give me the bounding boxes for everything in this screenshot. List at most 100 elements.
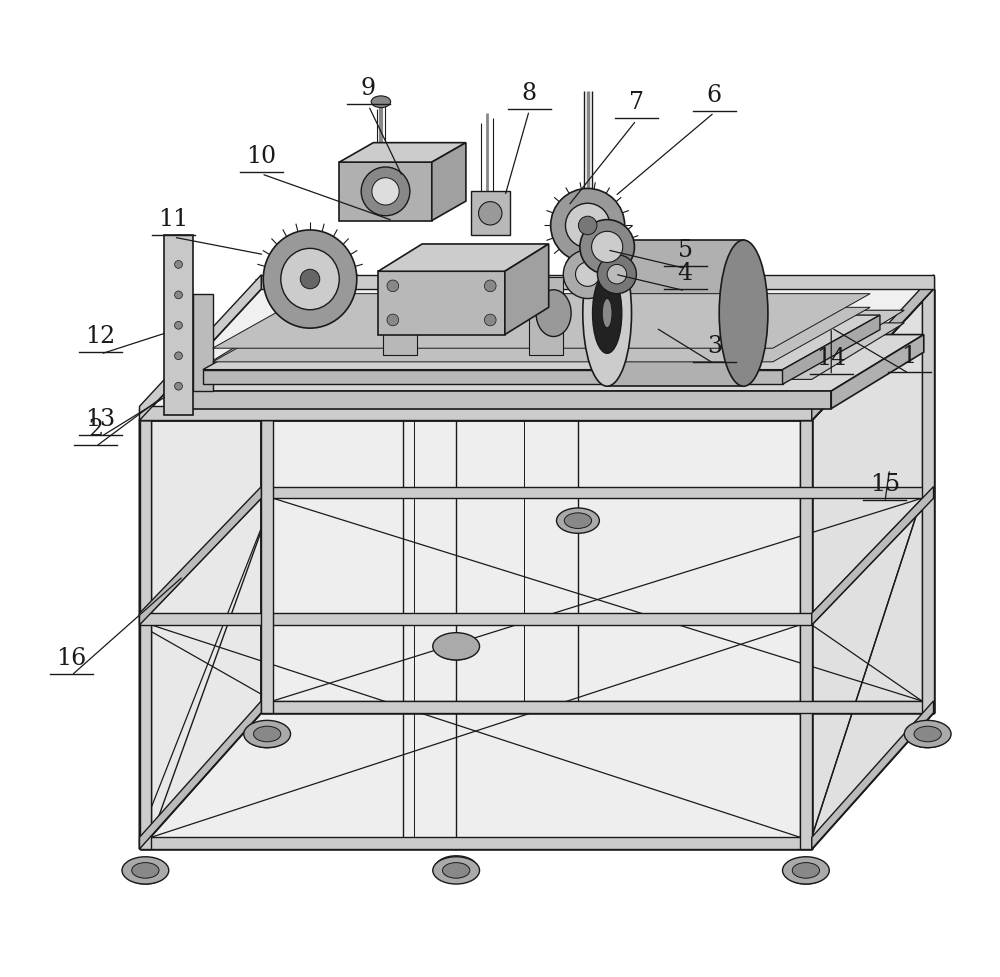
Ellipse shape: [361, 167, 410, 216]
Text: 15: 15: [870, 473, 900, 496]
Polygon shape: [800, 420, 812, 849]
Polygon shape: [213, 308, 870, 361]
Ellipse shape: [719, 240, 768, 386]
Polygon shape: [140, 701, 261, 849]
Polygon shape: [812, 701, 934, 849]
Ellipse shape: [435, 635, 478, 659]
Ellipse shape: [387, 315, 399, 325]
Text: 7: 7: [629, 92, 644, 114]
Polygon shape: [783, 316, 880, 384]
Polygon shape: [203, 311, 904, 366]
Ellipse shape: [254, 726, 281, 742]
Ellipse shape: [784, 859, 827, 884]
Ellipse shape: [122, 857, 169, 884]
Polygon shape: [140, 277, 261, 420]
Ellipse shape: [557, 508, 599, 533]
Ellipse shape: [435, 856, 478, 881]
Ellipse shape: [576, 262, 600, 286]
Polygon shape: [261, 277, 934, 289]
Ellipse shape: [904, 720, 951, 747]
Polygon shape: [261, 487, 934, 498]
Text: 4: 4: [678, 262, 693, 285]
Ellipse shape: [563, 250, 612, 299]
Ellipse shape: [792, 864, 820, 879]
Text: 16: 16: [56, 647, 86, 669]
Polygon shape: [812, 289, 934, 849]
Polygon shape: [183, 334, 924, 391]
Text: 2: 2: [88, 418, 103, 441]
Polygon shape: [140, 289, 934, 420]
Text: 11: 11: [159, 208, 189, 232]
Polygon shape: [193, 294, 213, 391]
Text: 9: 9: [361, 77, 376, 100]
Ellipse shape: [443, 640, 470, 656]
Polygon shape: [378, 272, 505, 334]
Ellipse shape: [371, 96, 391, 107]
Polygon shape: [203, 322, 904, 379]
Polygon shape: [140, 408, 812, 420]
Polygon shape: [831, 334, 924, 408]
Polygon shape: [140, 837, 812, 849]
Text: 1: 1: [902, 345, 917, 367]
Polygon shape: [213, 294, 870, 348]
Polygon shape: [140, 275, 261, 420]
Polygon shape: [140, 289, 934, 420]
Ellipse shape: [175, 291, 182, 299]
Polygon shape: [505, 244, 549, 334]
Ellipse shape: [914, 726, 941, 742]
Ellipse shape: [387, 280, 399, 292]
Text: 3: 3: [707, 335, 722, 358]
Ellipse shape: [783, 857, 829, 884]
Ellipse shape: [300, 270, 320, 289]
Ellipse shape: [592, 232, 623, 263]
Ellipse shape: [479, 201, 502, 225]
Text: 12: 12: [85, 325, 116, 348]
Ellipse shape: [602, 299, 612, 327]
Text: 10: 10: [246, 145, 276, 168]
Ellipse shape: [175, 261, 182, 269]
Text: 8: 8: [522, 82, 537, 105]
Polygon shape: [140, 420, 151, 849]
Ellipse shape: [443, 863, 470, 878]
Ellipse shape: [580, 220, 634, 275]
Ellipse shape: [254, 727, 281, 743]
Ellipse shape: [607, 265, 627, 284]
Ellipse shape: [792, 863, 820, 878]
Polygon shape: [140, 406, 812, 420]
Polygon shape: [203, 369, 783, 384]
Ellipse shape: [551, 189, 625, 263]
Ellipse shape: [132, 864, 159, 879]
Polygon shape: [339, 162, 432, 221]
Ellipse shape: [583, 240, 632, 386]
Ellipse shape: [281, 248, 339, 310]
Polygon shape: [164, 235, 193, 415]
Ellipse shape: [484, 280, 496, 292]
Polygon shape: [339, 143, 466, 162]
Ellipse shape: [593, 273, 622, 354]
Polygon shape: [812, 487, 934, 625]
Ellipse shape: [536, 290, 571, 336]
Polygon shape: [607, 240, 744, 386]
Ellipse shape: [175, 352, 182, 360]
Ellipse shape: [906, 722, 949, 747]
Polygon shape: [140, 614, 812, 625]
Polygon shape: [140, 487, 261, 625]
Text: 5: 5: [678, 239, 693, 263]
Polygon shape: [261, 701, 934, 712]
Ellipse shape: [914, 727, 941, 743]
Polygon shape: [378, 244, 549, 272]
Polygon shape: [432, 143, 466, 221]
Ellipse shape: [565, 203, 610, 248]
Polygon shape: [261, 275, 934, 289]
Polygon shape: [812, 275, 934, 420]
Ellipse shape: [175, 382, 182, 390]
Ellipse shape: [484, 315, 496, 325]
Ellipse shape: [132, 863, 159, 878]
Ellipse shape: [124, 859, 167, 884]
Ellipse shape: [578, 216, 597, 234]
Polygon shape: [471, 191, 510, 235]
Text: 14: 14: [816, 347, 846, 369]
Ellipse shape: [372, 178, 399, 205]
Polygon shape: [529, 277, 563, 355]
Ellipse shape: [564, 513, 592, 529]
